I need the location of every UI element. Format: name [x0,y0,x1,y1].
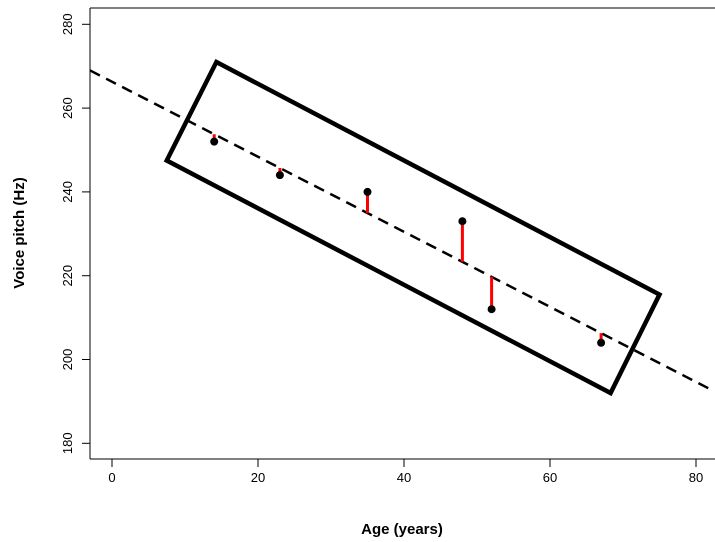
plot-frame [89,7,715,460]
x-tick-label: 40 [397,470,411,485]
y-axis-title: Voice pitch (Hz) [11,177,28,288]
y-tick-label: 200 [60,349,75,371]
y-axis: 180 200 220 240 260 280 [60,13,90,454]
data-point [275,171,284,180]
y-tick-label: 220 [60,265,75,287]
regression-line [89,69,712,391]
data-point [597,338,606,347]
data-point [210,137,219,146]
x-tick-label: 80 [689,470,703,485]
x-tick-label: 60 [543,470,557,485]
y-tick-label: 180 [60,432,75,454]
y-tick-label: 240 [60,181,75,203]
x-axis: 0 20 40 60 80 [108,459,703,485]
data-point [487,305,496,314]
data-point [458,217,467,226]
x-axis-title: Age (years) [361,521,443,538]
highlight-box-outline [163,58,663,397]
x-tick-label: 20 [251,470,265,485]
data-points [210,137,606,347]
x-tick-label: 0 [108,470,115,485]
residuals [212,134,603,343]
y-tick-label: 280 [60,13,75,35]
y-tick-label: 260 [60,97,75,119]
highlight-box [163,58,663,397]
data-point [363,187,372,196]
regression-line-layer [89,69,712,391]
